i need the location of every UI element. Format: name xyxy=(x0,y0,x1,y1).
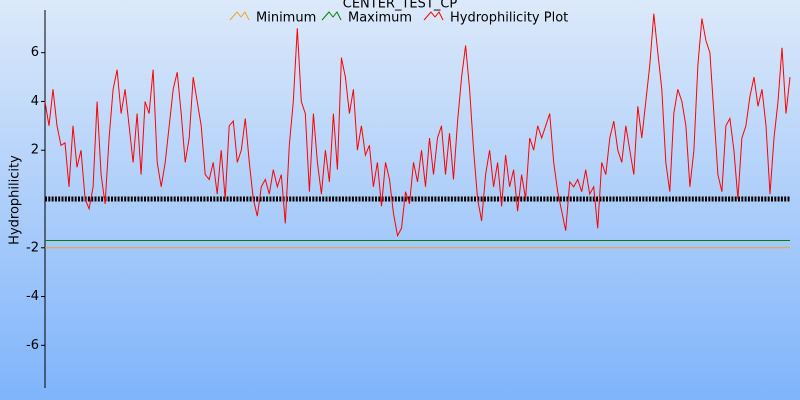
legend-icon xyxy=(321,11,342,21)
legend-label: Maximum xyxy=(348,11,412,26)
legend-label: Hydrophilicity Plot xyxy=(450,11,568,26)
y-axis-label: Hydrophilicity xyxy=(8,155,23,245)
legend-icon xyxy=(423,11,444,21)
y-tick-label: -6 xyxy=(26,338,39,353)
data-line xyxy=(44,13,791,238)
y-tick-label: 2 xyxy=(31,143,39,158)
y-tick-label: -4 xyxy=(26,289,39,304)
chart-title: CENTER_TEST_CP xyxy=(343,0,458,12)
legend-label: Minimum xyxy=(256,11,316,26)
legend-icon xyxy=(229,11,250,21)
y-tick-label: 4 xyxy=(31,94,39,109)
y-tick-label: -2 xyxy=(26,240,39,255)
y-tick-label: 6 xyxy=(31,45,39,60)
